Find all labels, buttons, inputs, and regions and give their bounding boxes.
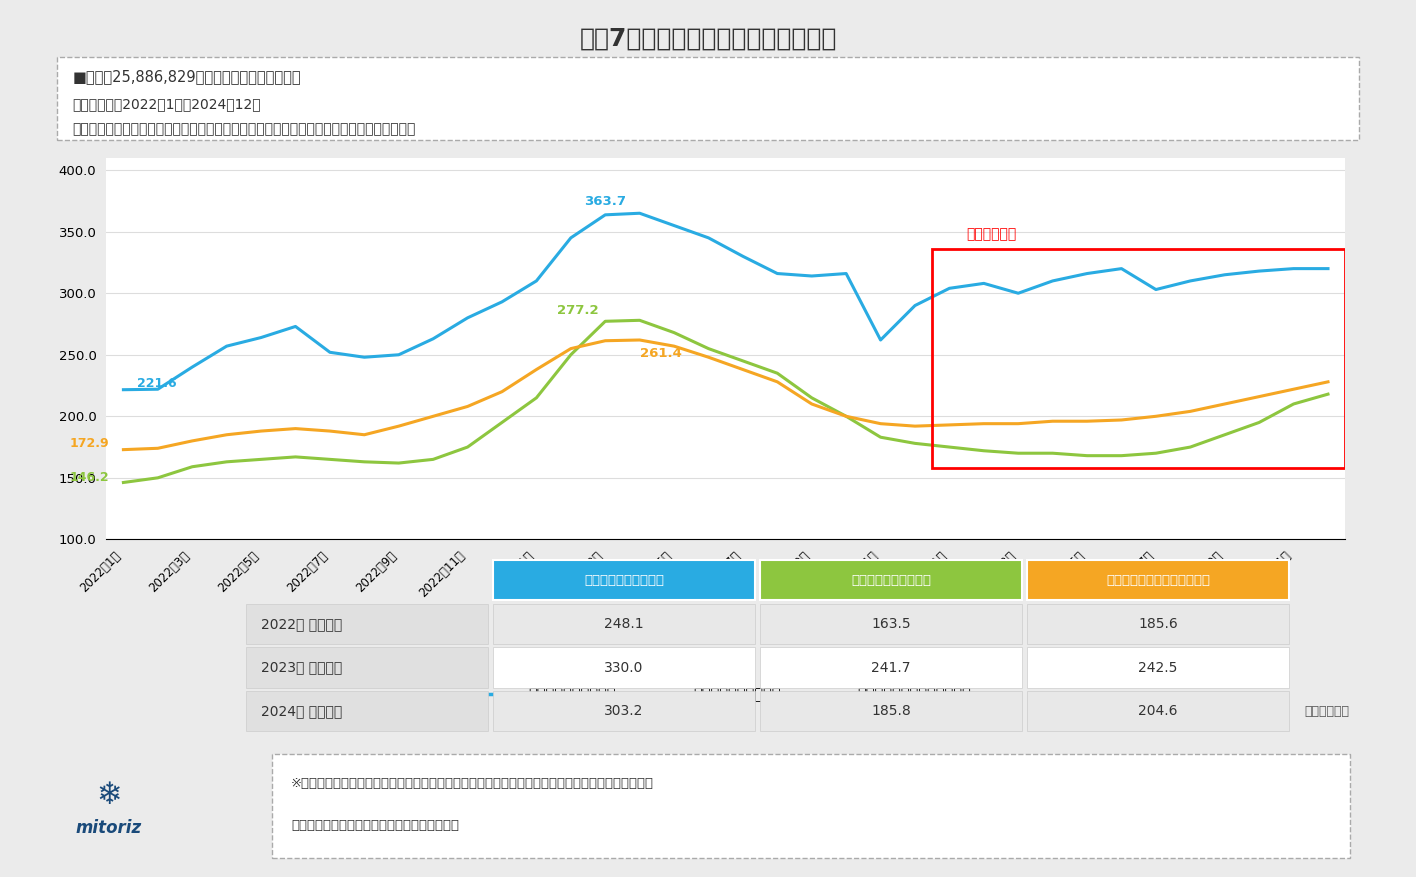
FancyBboxPatch shape [245, 647, 489, 688]
Legend: コンビニエンスストア, ドラッグストア・薬局, 総合スーパー・食品スーパー: コンビニエンスストア, ドラッグストア・薬局, 総合スーパー・食品スーパー [474, 681, 977, 708]
Text: （単位：円）: （単位：円） [1304, 704, 1349, 717]
Text: 248.1: 248.1 [605, 617, 644, 631]
Bar [272, 753, 1351, 858]
Text: 2023年 平均単価: 2023年 平均単価 [261, 660, 343, 674]
Text: ドラッグストア・薬局: ドラッグストア・薬局 [851, 574, 932, 587]
Text: ※全国の消費者から実際に購入したレシートを収集し、ブランドカテゴリごとにレシートを集計した: ※全国の消費者から実際に購入したレシートを収集し、ブランドカテゴリごとにレシート… [292, 777, 654, 790]
Text: 146.2: 146.2 [69, 471, 109, 484]
Text: 204.6: 204.6 [1138, 704, 1178, 718]
FancyBboxPatch shape [760, 603, 1022, 644]
Text: コンビニエンスストア: コンビニエンスストア [583, 574, 664, 587]
FancyBboxPatch shape [493, 603, 755, 644]
Text: mitoriz: mitoriz [75, 819, 142, 838]
Text: 2024年 平均単価: 2024年 平均単価 [261, 704, 343, 718]
FancyBboxPatch shape [760, 560, 1022, 601]
FancyBboxPatch shape [1027, 647, 1289, 688]
Text: 再び上昇傾向: 再び上昇傾向 [967, 227, 1017, 241]
Text: 242.5: 242.5 [1138, 660, 1178, 674]
Text: 330.0: 330.0 [605, 660, 644, 674]
Bar [932, 249, 1345, 468]
Text: ・購入場所：総合スーパー、食品スーパー、ドラッグストア・薬局、コンビニエンスストア: ・購入場所：総合スーパー、食品スーパー、ドラッグストア・薬局、コンビニエンススト… [72, 122, 416, 136]
FancyBboxPatch shape [245, 603, 489, 644]
Text: マルチプルリテール購買データのデータベース: マルチプルリテール購買データのデータベース [292, 819, 459, 832]
Text: 172.9: 172.9 [69, 437, 109, 450]
Text: 363.7: 363.7 [585, 195, 626, 208]
Text: 277.2: 277.2 [556, 304, 599, 317]
Text: 総合スーパー・食品スーパー: 総合スーパー・食品スーパー [1106, 574, 1211, 587]
FancyBboxPatch shape [493, 691, 755, 731]
FancyBboxPatch shape [245, 691, 489, 731]
FancyBboxPatch shape [1027, 691, 1289, 731]
FancyBboxPatch shape [760, 691, 1022, 731]
FancyBboxPatch shape [1027, 603, 1289, 644]
Text: 163.5: 163.5 [871, 617, 910, 631]
FancyBboxPatch shape [1027, 560, 1289, 601]
Text: 185.8: 185.8 [871, 704, 910, 718]
Text: 303.2: 303.2 [605, 704, 644, 718]
Text: 図表7）レシート分析：卵の単価推移: 図表7）レシート分析：卵の単価推移 [579, 26, 837, 50]
Text: ・調査期間：2022年1月〜2024年12月: ・調査期間：2022年1月〜2024年12月 [72, 97, 261, 111]
Text: 241.7: 241.7 [871, 660, 910, 674]
Text: ■「卵（25,886,829枚）」のレシートから分析: ■「卵（25,886,829枚）」のレシートから分析 [72, 69, 300, 84]
Text: 2022年 平均単価: 2022年 平均単価 [261, 617, 343, 631]
Text: 221.6: 221.6 [137, 376, 177, 389]
FancyBboxPatch shape [493, 560, 755, 601]
Text: 185.6: 185.6 [1138, 617, 1178, 631]
Text: ❄: ❄ [96, 781, 122, 809]
Text: 261.4: 261.4 [640, 347, 681, 360]
FancyBboxPatch shape [760, 647, 1022, 688]
FancyBboxPatch shape [493, 647, 755, 688]
